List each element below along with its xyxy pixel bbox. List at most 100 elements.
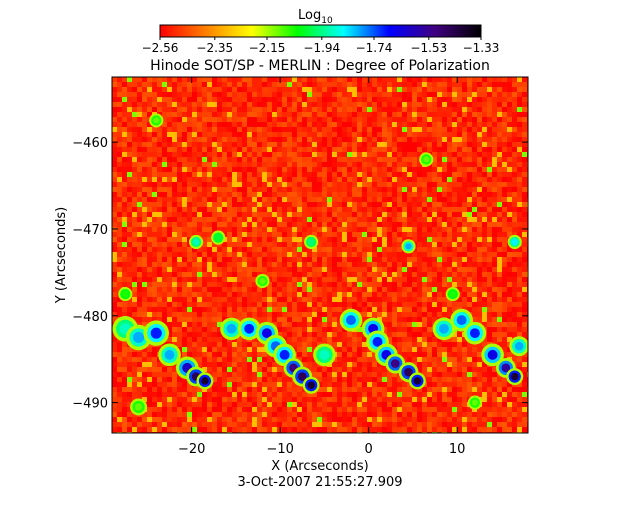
heatmap-cell <box>257 347 262 352</box>
heatmap-cell <box>467 252 472 257</box>
heatmap-cell <box>507 197 512 202</box>
heatmap-cell <box>227 77 232 82</box>
heatmap-cell <box>392 322 397 327</box>
heatmap-cell <box>147 372 152 377</box>
heatmap-cell <box>497 322 502 327</box>
heatmap-cell <box>222 77 227 82</box>
heatmap-cell <box>172 162 177 167</box>
heatmap-cell <box>217 102 222 107</box>
heatmap-cell <box>332 337 337 342</box>
heatmap-cell <box>522 112 527 117</box>
heatmap-cell <box>157 162 162 167</box>
heatmap-cell <box>297 197 302 202</box>
heatmap-cell <box>497 162 502 167</box>
heatmap-cell <box>517 287 522 292</box>
heatmap-cell <box>192 342 197 347</box>
heatmap-cell <box>172 152 177 157</box>
heatmap-cell <box>227 97 232 102</box>
heatmap-cell <box>312 197 317 202</box>
heatmap-cell <box>192 227 197 232</box>
heatmap-cell <box>132 102 137 107</box>
heatmap-cell <box>222 292 227 297</box>
heatmap-cell <box>437 162 442 167</box>
heatmap-cell <box>317 167 322 172</box>
heatmap-cell <box>207 212 212 217</box>
heatmap-cell <box>482 222 487 227</box>
heatmap-cell <box>327 132 332 137</box>
heatmap-cell <box>272 222 277 227</box>
heatmap-cell <box>427 92 432 97</box>
heatmap-cell <box>287 217 292 222</box>
heatmap-cell <box>502 147 507 152</box>
heatmap-cell <box>197 352 202 357</box>
heatmap-cell <box>172 167 177 172</box>
heatmap-cell <box>177 282 182 287</box>
heatmap-cell <box>272 267 277 272</box>
heatmap-cell <box>387 122 392 127</box>
heatmap-cell <box>227 272 232 277</box>
heatmap-cell <box>367 122 372 127</box>
heatmap-cell <box>207 107 212 112</box>
heatmap-cell <box>477 312 482 317</box>
heatmap-cell <box>457 207 462 212</box>
heatmap-cell <box>492 217 497 222</box>
heatmap-cell <box>207 207 212 212</box>
heatmap-cell <box>237 127 242 132</box>
heatmap-cell <box>232 177 237 182</box>
heatmap-cell <box>207 82 212 87</box>
heatmap-cell <box>222 297 227 302</box>
heatmap-cell <box>342 332 347 337</box>
heatmap-cell <box>247 277 252 282</box>
heatmap-cell <box>452 247 457 252</box>
heatmap-cell <box>297 182 302 187</box>
heatmap-cell <box>172 82 177 87</box>
heatmap-cell <box>402 182 407 187</box>
heatmap-cell <box>197 287 202 292</box>
heatmap-cell <box>522 262 527 267</box>
heatmap-cell <box>502 92 507 97</box>
heatmap-cell <box>517 77 522 82</box>
heatmap-cell <box>497 307 502 312</box>
heatmap-cell <box>372 257 377 262</box>
heatmap-cell <box>152 202 157 207</box>
heatmap-cell <box>177 317 182 322</box>
heatmap-cell <box>447 312 452 317</box>
heatmap-cell <box>267 112 272 117</box>
heatmap-cell <box>187 142 192 147</box>
heatmap-cell <box>362 197 367 202</box>
heatmap-cell <box>497 127 502 132</box>
heatmap-cell <box>142 287 147 292</box>
heatmap-cell <box>302 77 307 82</box>
heatmap-cell <box>302 207 307 212</box>
heatmap-cell <box>262 132 267 137</box>
heatmap-cell <box>422 272 427 277</box>
heatmap-cell <box>502 292 507 297</box>
heatmap-cell <box>117 157 122 162</box>
heatmap-cell <box>137 307 142 312</box>
heatmap-cell <box>312 342 317 347</box>
heatmap-cell <box>192 92 197 97</box>
heatmap-cell <box>387 152 392 157</box>
heatmap-cell <box>222 302 227 307</box>
heatmap-cell <box>117 257 122 262</box>
heatmap-cell <box>112 147 117 152</box>
heatmap-cell <box>237 227 242 232</box>
heatmap-cell <box>122 97 127 102</box>
heatmap-cell <box>272 112 277 117</box>
heatmap-cell <box>267 147 272 152</box>
heatmap-cell <box>412 107 417 112</box>
heatmap-cell <box>287 257 292 262</box>
heatmap-cell <box>392 157 397 162</box>
heatmap-cell <box>347 142 352 147</box>
heatmap-cell <box>407 77 412 82</box>
heatmap-cell <box>442 192 447 197</box>
heatmap-cell <box>257 202 262 207</box>
heatmap-cell <box>297 157 302 162</box>
heatmap-cell <box>522 167 527 172</box>
heatmap-cell <box>292 107 297 112</box>
heatmap-cell <box>142 232 147 237</box>
heatmap-cell <box>397 207 402 212</box>
heatmap-cell <box>357 87 362 92</box>
heatmap-cell <box>482 297 487 302</box>
